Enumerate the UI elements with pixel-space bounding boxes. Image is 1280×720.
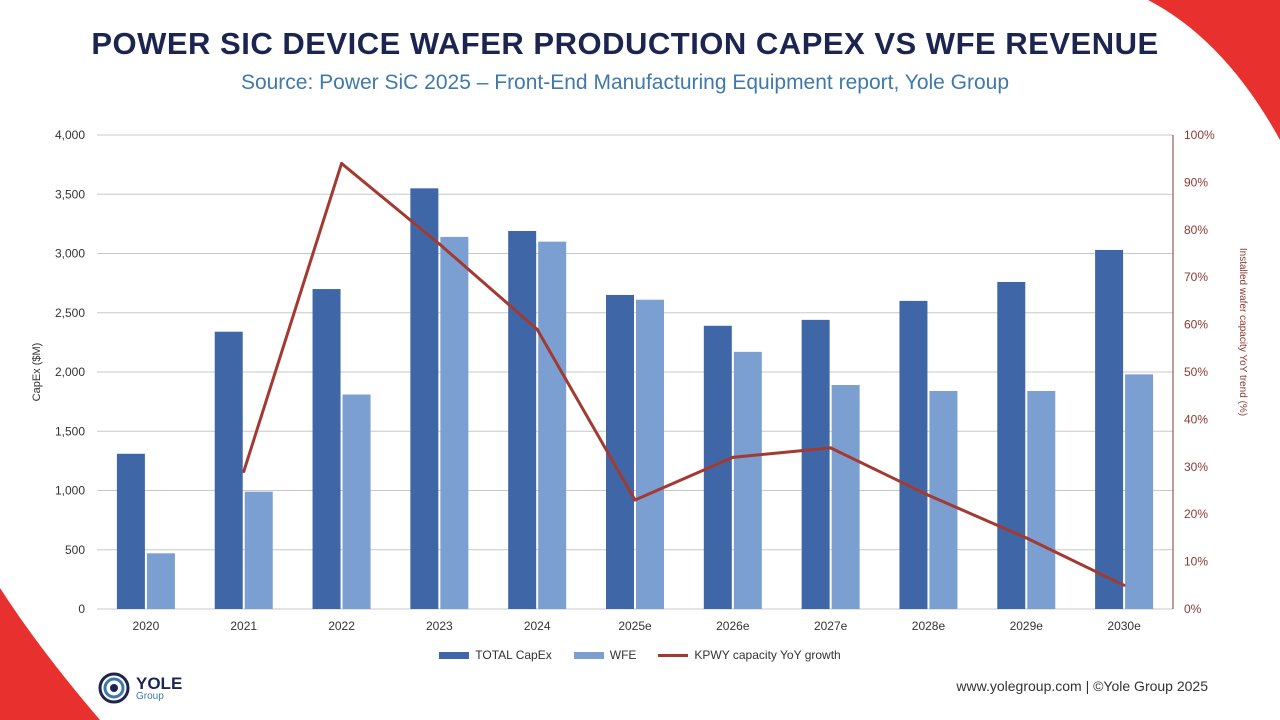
legend-item-total-capex: TOTAL CapEx	[439, 648, 552, 662]
y2-tick-label: 40%	[1184, 412, 1208, 426]
chart-legend: TOTAL CapEx WFE KPWY capacity YoY growth	[400, 648, 880, 662]
y2-tick-label: 30%	[1184, 460, 1208, 474]
legend-label-wfe: WFE	[609, 648, 637, 662]
legend-label-total-capex: TOTAL CapEx	[475, 648, 552, 662]
y-tick-label: 0	[78, 602, 85, 616]
yole-logo: YOLE Group	[98, 672, 182, 704]
bar-total-capex	[508, 230, 537, 610]
bar-total-capex	[606, 294, 634, 609]
bar-total-capex	[899, 300, 928, 609]
growth-point	[731, 455, 735, 459]
growth-point	[242, 470, 246, 474]
growth-point	[535, 327, 539, 331]
y2-tick-label: 90%	[1184, 175, 1208, 189]
bar-wfe	[1125, 374, 1154, 609]
y-tick-label: 2,500	[55, 306, 85, 320]
y-tick-label: 2,000	[55, 365, 85, 379]
chart-title: POWER SIC DEVICE WAFER PRODUCTION CAPEX …	[91, 26, 1159, 61]
x-tick-label: 2029e	[1010, 619, 1044, 633]
bar-total-capex	[410, 188, 439, 609]
legend-swatch-wfe	[573, 651, 604, 659]
y2-tick-label: 10%	[1184, 555, 1208, 569]
x-tick-label: 2022	[328, 619, 355, 633]
x-tick-label: 2024	[524, 619, 551, 633]
y-axis-label: CapEx ($M)	[31, 343, 43, 402]
yole-logo-icon	[98, 672, 130, 704]
bar-wfe	[244, 491, 273, 609]
bar-wfe	[733, 351, 762, 609]
legend-label-growth: KPWY capacity YoY growth	[694, 648, 841, 662]
growth-point	[437, 242, 441, 246]
y2-tick-label: 60%	[1184, 318, 1208, 332]
bar-total-capex	[116, 453, 145, 609]
bar-wfe	[831, 385, 860, 609]
x-tick-label: 2023	[426, 619, 453, 633]
bar-total-capex	[997, 281, 1026, 609]
legend-swatch-growth	[658, 653, 689, 657]
bar-wfe	[538, 241, 567, 609]
growth-line	[242, 161, 1125, 587]
growth-point	[633, 498, 637, 502]
y2-tick-label: 20%	[1184, 507, 1208, 521]
x-tick-label: 2020	[133, 619, 160, 633]
y-tick-label: 4,000	[55, 128, 85, 142]
bar-wfe	[440, 236, 469, 609]
growth-point	[829, 446, 833, 450]
x-tick-label: 2021	[230, 619, 257, 633]
y-tick-label: 1,500	[55, 424, 85, 438]
legend-swatch-total-capex	[439, 651, 470, 659]
bar-wfe	[146, 553, 175, 609]
legend-item-wfe: WFE	[573, 648, 637, 662]
y2-tick-label: 0%	[1184, 602, 1202, 616]
growth-point	[926, 493, 930, 497]
bar-wfe	[929, 390, 958, 609]
bar-wfe	[342, 394, 371, 609]
y2-tick-label: 70%	[1184, 270, 1208, 284]
bar-total-capex	[214, 331, 243, 609]
y-tick-label: 3,500	[55, 187, 85, 201]
bar-wfe	[1027, 390, 1056, 609]
legend-item-growth: KPWY capacity YoY growth	[658, 648, 841, 662]
y2-tick-label: 100%	[1184, 128, 1215, 142]
y-tick-label: 500	[65, 543, 85, 557]
bar-total-capex	[1095, 249, 1124, 609]
x-tick-label: 2028e	[912, 619, 946, 633]
y-tick-label: 1,000	[55, 484, 85, 498]
growth-point	[1024, 536, 1028, 540]
y2-axis-label: Installed wafer capacity YoY trend (%)	[1237, 248, 1248, 416]
y2-tick-label: 50%	[1184, 365, 1208, 379]
x-tick-label: 2025e	[618, 619, 652, 633]
y-tick-label: 3,000	[55, 247, 85, 261]
growth-point	[1122, 583, 1126, 587]
bar-total-capex	[801, 319, 830, 609]
x-tick-label: 2027e	[814, 619, 848, 633]
x-tick-label: 2026e	[716, 619, 750, 633]
chart-subtitle: Source: Power SiC 2025 – Front-End Manuf…	[240, 71, 1010, 94]
bar-total-capex	[312, 289, 341, 609]
x-tick-label: 2030e	[1107, 619, 1141, 633]
y2-tick-label: 80%	[1184, 223, 1208, 237]
growth-point	[340, 161, 344, 165]
footer-credit: www.yolegroup.com | ©Yole Group 2025	[956, 678, 1208, 694]
logo-sub: Group	[136, 690, 164, 702]
logo-name: YOLE	[136, 673, 183, 693]
bar-wfe	[636, 299, 664, 609]
